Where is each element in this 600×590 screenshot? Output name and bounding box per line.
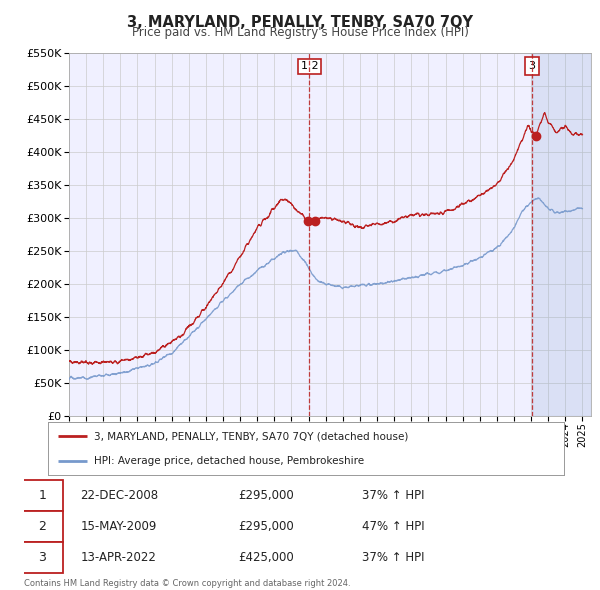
Bar [532, 53, 591, 416]
Text: 15-MAY-2009: 15-MAY-2009 [80, 520, 157, 533]
FancyBboxPatch shape [21, 480, 64, 511]
Text: 13-APR-2022: 13-APR-2022 [80, 551, 156, 564]
Text: 22-DEC-2008: 22-DEC-2008 [80, 489, 158, 502]
Text: 2: 2 [38, 520, 46, 533]
Text: Price paid vs. HM Land Registry's House Price Index (HPI): Price paid vs. HM Land Registry's House … [131, 26, 469, 39]
Text: 3: 3 [529, 61, 535, 71]
Text: 37% ↑ HPI: 37% ↑ HPI [362, 489, 425, 502]
Text: 37% ↑ HPI: 37% ↑ HPI [362, 551, 425, 564]
FancyBboxPatch shape [21, 511, 64, 542]
Text: 3: 3 [38, 551, 46, 564]
Text: 1: 1 [38, 489, 46, 502]
Text: Contains HM Land Registry data © Crown copyright and database right 2024.
This d: Contains HM Land Registry data © Crown c… [24, 579, 350, 590]
Text: £425,000: £425,000 [238, 551, 294, 564]
Text: £295,000: £295,000 [238, 520, 294, 533]
Text: 3, MARYLAND, PENALLY, TENBY, SA70 7QY: 3, MARYLAND, PENALLY, TENBY, SA70 7QY [127, 15, 473, 30]
Text: 3, MARYLAND, PENALLY, TENBY, SA70 7QY (detached house): 3, MARYLAND, PENALLY, TENBY, SA70 7QY (d… [94, 431, 409, 441]
Text: £295,000: £295,000 [238, 489, 294, 502]
Text: 47% ↑ HPI: 47% ↑ HPI [362, 520, 425, 533]
Text: HPI: Average price, detached house, Pembrokeshire: HPI: Average price, detached house, Pemb… [94, 455, 365, 466]
FancyBboxPatch shape [21, 542, 64, 573]
Text: 1 2: 1 2 [301, 61, 318, 71]
